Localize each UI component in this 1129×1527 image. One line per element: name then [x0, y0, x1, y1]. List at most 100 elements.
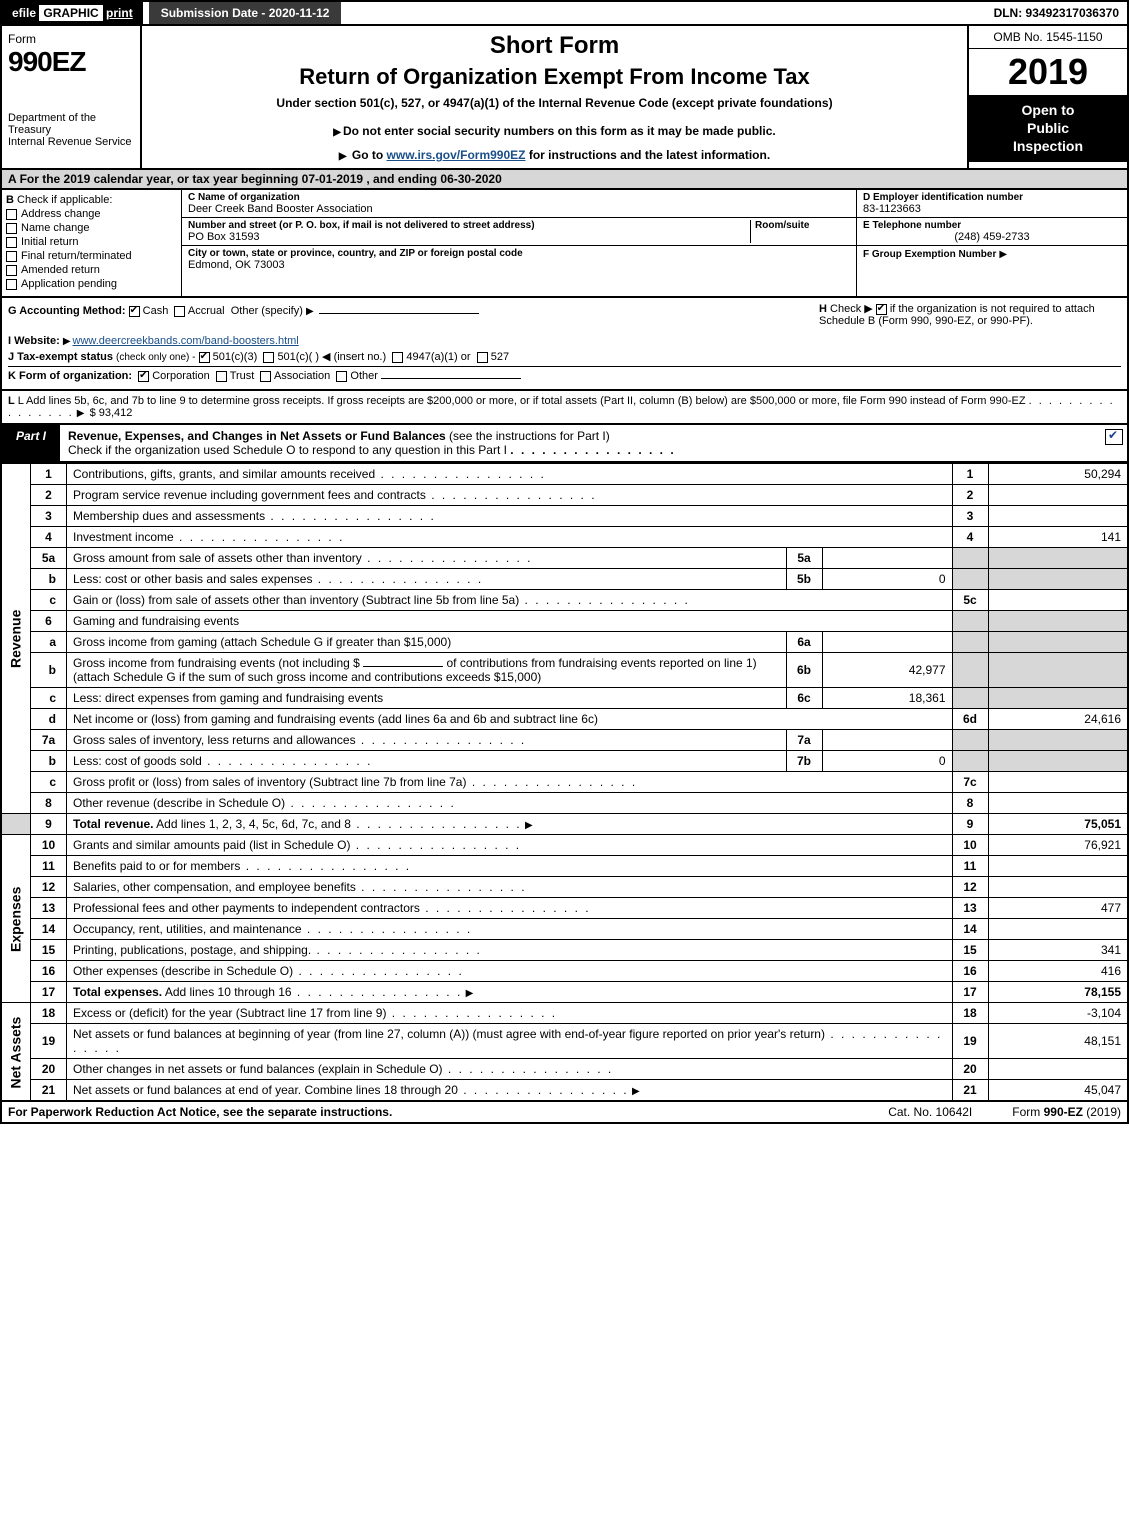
right-val: 477: [988, 898, 1128, 919]
other-label: Other (specify): [231, 305, 303, 317]
form-ref-number: 990-EZ: [1044, 1105, 1083, 1119]
right-val: [988, 919, 1128, 940]
chk-trust[interactable]: [216, 371, 227, 382]
shade-cell: [988, 569, 1128, 590]
chk-association[interactable]: [260, 371, 271, 382]
chk-501c3[interactable]: [199, 352, 210, 363]
website-link[interactable]: www.deercreekbands.com/band-boosters.htm…: [73, 335, 299, 347]
short-form-title: Short Form: [148, 32, 961, 60]
mid-val: 18,361: [822, 688, 952, 709]
desc-text: Other revenue (describe in Schedule O): [73, 796, 285, 810]
right-val: [988, 485, 1128, 506]
table-row: 15 Printing, publications, postage, and …: [1, 940, 1128, 961]
table-row: 5a Gross amount from sale of assets othe…: [1, 548, 1128, 569]
part-1-title-text: Revenue, Expenses, and Changes in Net As…: [68, 429, 446, 443]
chk-amended-return[interactable]: Amended return: [6, 264, 177, 276]
col-b-checkboxes: B Check if applicable: Address change Na…: [2, 190, 182, 296]
chk-501c[interactable]: [263, 352, 274, 363]
right-val: [988, 506, 1128, 527]
mid-val: 0: [822, 569, 952, 590]
desc-text: Benefits paid to or for members: [73, 859, 240, 873]
table-row-total: 17 Total expenses. Add lines 10 through …: [1, 982, 1128, 1003]
right-no: 9: [952, 814, 988, 835]
shade-cell: [952, 632, 988, 653]
right-no: 16: [952, 961, 988, 982]
table-row: 6 Gaming and fundraising events: [1, 611, 1128, 632]
line-no: c: [31, 688, 67, 709]
dept-line1: Department of the Treasury: [8, 112, 96, 136]
chk-other-org[interactable]: [336, 371, 347, 382]
table-row: 3 Membership dues and assessments 3: [1, 506, 1128, 527]
right-val: 416: [988, 961, 1128, 982]
right-val: 24,616: [988, 709, 1128, 730]
chk-accrual[interactable]: [174, 306, 185, 317]
header-center: Short Form Return of Organization Exempt…: [142, 26, 967, 168]
table-row: 7a Gross sales of inventory, less return…: [1, 730, 1128, 751]
shade-cell: [952, 569, 988, 590]
other-org-label: Other: [350, 370, 378, 382]
ein-value: 83-1123663: [863, 203, 1121, 215]
submission-date: Submission Date - 2020-11-12: [149, 2, 342, 24]
shade-cell: [1, 814, 31, 835]
line-desc: Less: cost of goods sold: [67, 751, 787, 772]
right-no: 13: [952, 898, 988, 919]
tax-year: 2019: [969, 49, 1127, 95]
chk-name-change[interactable]: Name change: [6, 222, 177, 234]
desc-text: Add lines 1, 2, 3, 4, 5c, 6d, 7c, and 8: [153, 817, 350, 831]
right-no: 12: [952, 877, 988, 898]
shade-cell: [952, 611, 988, 632]
chk-application-pending[interactable]: Application pending: [6, 278, 177, 290]
chk-4947[interactable]: [392, 352, 403, 363]
shade-cell: [952, 688, 988, 709]
irs-link[interactable]: www.irs.gov/Form990EZ: [387, 148, 526, 162]
phone-cell: E Telephone number (248) 459-2733: [857, 218, 1127, 246]
line-no: 17: [31, 982, 67, 1003]
chk-schedule-o[interactable]: [1105, 429, 1123, 445]
ein-cell: D Employer identification number 83-1123…: [857, 190, 1127, 218]
entity-info-block: B Check if applicable: Address change Na…: [0, 190, 1129, 298]
print-link[interactable]: print: [106, 6, 133, 20]
shade-cell: [988, 548, 1128, 569]
chk-corporation[interactable]: [138, 371, 149, 382]
line-no: 19: [31, 1024, 67, 1059]
trust-label: Trust: [230, 370, 255, 382]
line-desc: Excess or (deficit) for the year (Subtra…: [67, 1003, 953, 1024]
chk-schedule-b[interactable]: [876, 304, 887, 315]
col-c-name-address: C Name of organization Deer Creek Band B…: [182, 190, 857, 296]
part-1-sub: (see the instructions for Part I): [449, 429, 610, 443]
desc-pre: Gross income from fundraising events (no…: [73, 656, 360, 670]
line-no: b: [31, 751, 67, 772]
section-a-taxyear: A For the 2019 calendar year, or tax yea…: [0, 170, 1129, 190]
table-row: 12 Salaries, other compensation, and emp…: [1, 877, 1128, 898]
treasury-dept: Department of the Treasury Internal Reve…: [8, 112, 134, 148]
shade-cell: [952, 730, 988, 751]
right-no: 1: [952, 464, 988, 485]
chk-initial-return[interactable]: Initial return: [6, 236, 177, 248]
chk-label: Amended return: [21, 264, 100, 276]
page-footer: For Paperwork Reduction Act Notice, see …: [0, 1102, 1129, 1124]
table-row: 20 Other changes in net assets or fund b…: [1, 1059, 1128, 1080]
line-desc: Less: cost or other basis and sales expe…: [67, 569, 787, 590]
mid-no: 7b: [786, 751, 822, 772]
table-row: c Gain or (loss) from sale of assets oth…: [1, 590, 1128, 611]
chk-final-return[interactable]: Final return/terminated: [6, 250, 177, 262]
chk-address-change[interactable]: Address change: [6, 208, 177, 220]
chk-527[interactable]: [477, 352, 488, 363]
chk-cash[interactable]: [129, 306, 140, 317]
line-desc: Grants and similar amounts paid (list in…: [67, 835, 953, 856]
desc-text: Other changes in net assets or fund bala…: [73, 1062, 443, 1076]
phone-label: E Telephone number: [863, 220, 1121, 231]
phone-value: (248) 459-2733: [863, 231, 1121, 243]
line-no: 1: [31, 464, 67, 485]
table-row: c Less: direct expenses from gaming and …: [1, 688, 1128, 709]
g-label: G Accounting Method:: [8, 305, 126, 317]
line-no: 6: [31, 611, 67, 632]
line-no: 11: [31, 856, 67, 877]
h-schedule-b-note: H Check ▶ if the organization is not req…: [819, 302, 1119, 327]
j-label: J Tax-exempt status: [8, 351, 113, 363]
org-name-value: Deer Creek Band Booster Association: [188, 203, 850, 215]
form-ref: Form 990-EZ (2019): [1012, 1105, 1121, 1119]
dln-number: DLN: 93492317036370: [994, 6, 1127, 20]
desc-text: Contributions, gifts, grants, and simila…: [73, 467, 375, 481]
accrual-label: Accrual: [188, 305, 225, 317]
